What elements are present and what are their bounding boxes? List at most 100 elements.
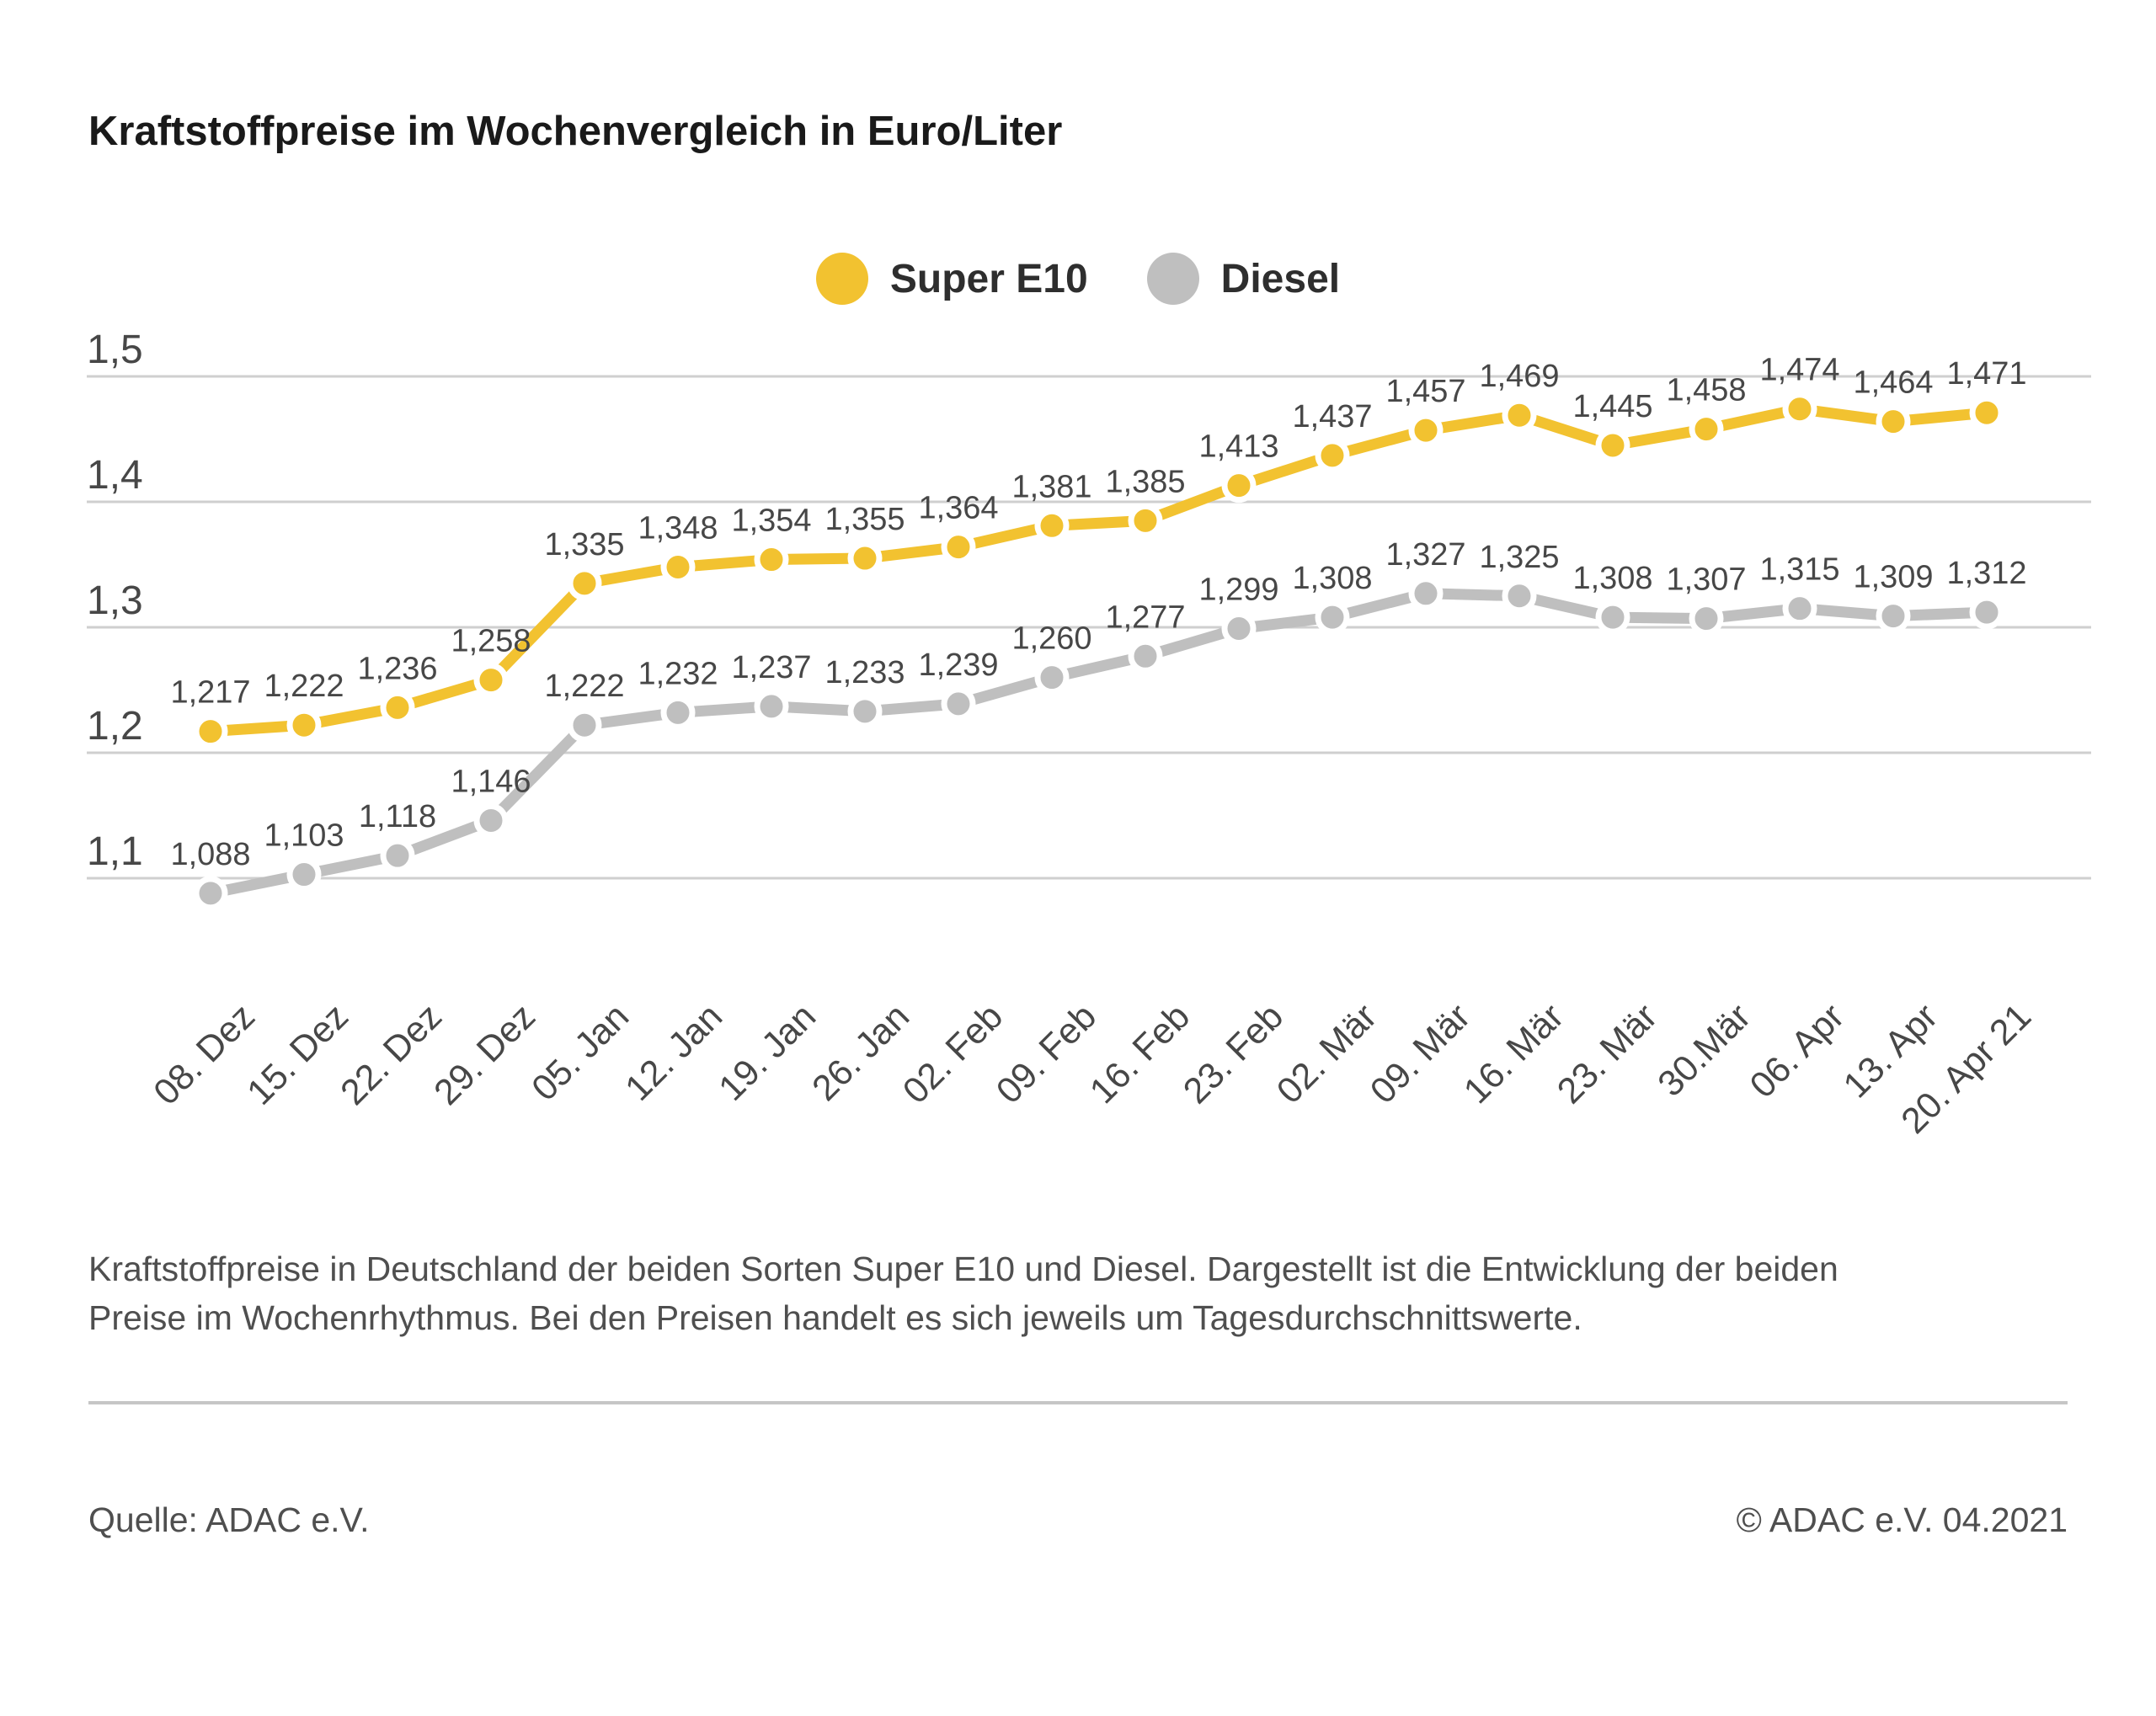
data-point	[567, 566, 602, 601]
data-point	[1128, 503, 1163, 538]
data-point	[754, 542, 789, 578]
x-tick-label: 30.Mär	[1650, 996, 1758, 1105]
data-point	[1969, 395, 2004, 430]
x-tick-label: 23. Mär	[1550, 996, 1665, 1111]
legend-item-diesel: Diesel	[1146, 253, 1341, 305]
legend-label-diesel: Diesel	[1220, 256, 1341, 301]
data-point	[1876, 599, 1911, 634]
data-point	[1221, 468, 1257, 504]
data-point-label: 1,464	[1853, 365, 1933, 401]
data-point	[1782, 392, 1817, 427]
data-point-label: 1,222	[544, 669, 624, 704]
data-point	[1595, 428, 1630, 463]
data-point	[1689, 412, 1724, 447]
data-point	[1876, 404, 1911, 440]
data-point-label: 1,308	[1292, 561, 1372, 596]
data-point-label: 1,239	[918, 647, 998, 683]
data-point-label: 1,118	[359, 799, 436, 834]
data-point-label: 1,260	[1011, 621, 1091, 657]
data-point	[380, 838, 415, 873]
data-point	[286, 707, 322, 743]
legend-label-super-e10: Super E10	[889, 256, 1088, 301]
data-point-label: 1,437	[1292, 399, 1372, 434]
y-tick-label: 1,4	[87, 453, 143, 498]
data-point-label: 1,413	[1198, 429, 1278, 465]
x-tick-label: 09. Feb	[989, 996, 1104, 1111]
x-tick-label: 02. Feb	[895, 996, 1011, 1111]
x-tick-label: 22. Dez	[333, 996, 450, 1113]
data-point	[941, 686, 976, 722]
data-point	[567, 707, 602, 743]
y-axis-labels: 1,5 1,4 1,3 1,2 1,1	[87, 328, 143, 874]
data-point-label: 1,385	[1105, 464, 1185, 499]
data-point	[660, 695, 696, 730]
data-point	[1969, 594, 2004, 630]
x-tick-label: 15. Dez	[239, 996, 356, 1113]
x-tick-label: 23. Feb	[1176, 996, 1291, 1111]
data-point	[193, 714, 228, 749]
x-tick-label: 06. Apr	[1742, 996, 1852, 1106]
data-point-label: 1,325	[1479, 540, 1559, 575]
data-point-label: 1,335	[544, 527, 624, 562]
x-tick-label: 26. Jan	[804, 996, 917, 1109]
series-super-e10: 1,217 1,222 1,236 1,258 1,335 1,348 1,354 1,355…	[170, 353, 2027, 749]
data-point-label: 1,217	[170, 675, 250, 711]
data-point-label: 1,315	[1759, 552, 1839, 588]
data-point	[1782, 591, 1817, 626]
data-point	[754, 689, 789, 724]
page-title: Kraftstoffpreise im Wochenvergleich in E…	[88, 109, 1063, 154]
data-point	[1502, 397, 1537, 433]
data-point-label: 1,308	[1572, 561, 1652, 596]
copyright-label: © ADAC e.V. 04.2021	[1736, 1500, 2068, 1539]
data-point-label: 1,355	[825, 502, 905, 537]
data-point	[473, 663, 509, 698]
data-point-label: 1,312	[1946, 556, 2026, 591]
data-point	[1502, 578, 1537, 614]
data-point	[847, 541, 883, 576]
x-tick-label: 05. Jan	[524, 996, 637, 1109]
data-point-label: 1,233	[825, 655, 905, 690]
data-point	[1408, 576, 1444, 611]
data-point	[473, 802, 509, 838]
data-point-label: 1,103	[264, 818, 344, 854]
series-diesel: 1,088 1,103 1,118 1,146 1,222 1,232 1,237 1,233…	[170, 537, 2027, 911]
data-point-label: 1,327	[1385, 537, 1465, 573]
y-tick-label: 1,5	[87, 328, 143, 372]
data-point-label: 1,299	[1198, 572, 1278, 607]
data-point	[286, 857, 322, 893]
x-tick-label: 12. Jan	[617, 996, 730, 1109]
data-point-label: 1,364	[918, 491, 998, 526]
data-point-label: 1,236	[357, 651, 437, 686]
data-point-label: 1,445	[1572, 389, 1652, 424]
x-tick-label: 16. Feb	[1082, 996, 1198, 1111]
data-point-label: 1,258	[451, 624, 531, 659]
source-label: Quelle: ADAC e.V.	[88, 1500, 370, 1539]
data-point	[847, 694, 883, 729]
data-point-label: 1,088	[170, 837, 250, 872]
data-point	[380, 690, 415, 725]
legend-item-super-e10: Super E10	[815, 253, 1088, 305]
data-point-label: 1,474	[1759, 353, 1839, 388]
data-point	[660, 549, 696, 584]
data-point	[1408, 413, 1444, 448]
source-row: Quelle: ADAC e.V. © ADAC e.V. 04.2021	[88, 1500, 2068, 1540]
data-point	[1221, 610, 1257, 646]
data-point-label: 1,348	[638, 510, 718, 546]
data-point-label: 1,277	[1105, 600, 1185, 635]
chart-legend: Super E10 Diesel	[0, 253, 2156, 305]
data-point-label: 1,354	[731, 504, 811, 539]
data-point	[1689, 601, 1724, 637]
data-point-label: 1,471	[1946, 356, 2026, 392]
data-point-label: 1,222	[264, 669, 344, 704]
data-point-label: 1,237	[731, 650, 811, 685]
data-point-label: 1,232	[638, 656, 718, 691]
data-point	[1595, 600, 1630, 635]
data-point-label: 1,307	[1666, 562, 1746, 598]
x-tick-label: 19. Jan	[711, 996, 824, 1109]
data-point-label: 1,309	[1853, 560, 1933, 595]
y-tick-label: 1,1	[87, 829, 143, 874]
data-point-label: 1,457	[1385, 374, 1465, 409]
